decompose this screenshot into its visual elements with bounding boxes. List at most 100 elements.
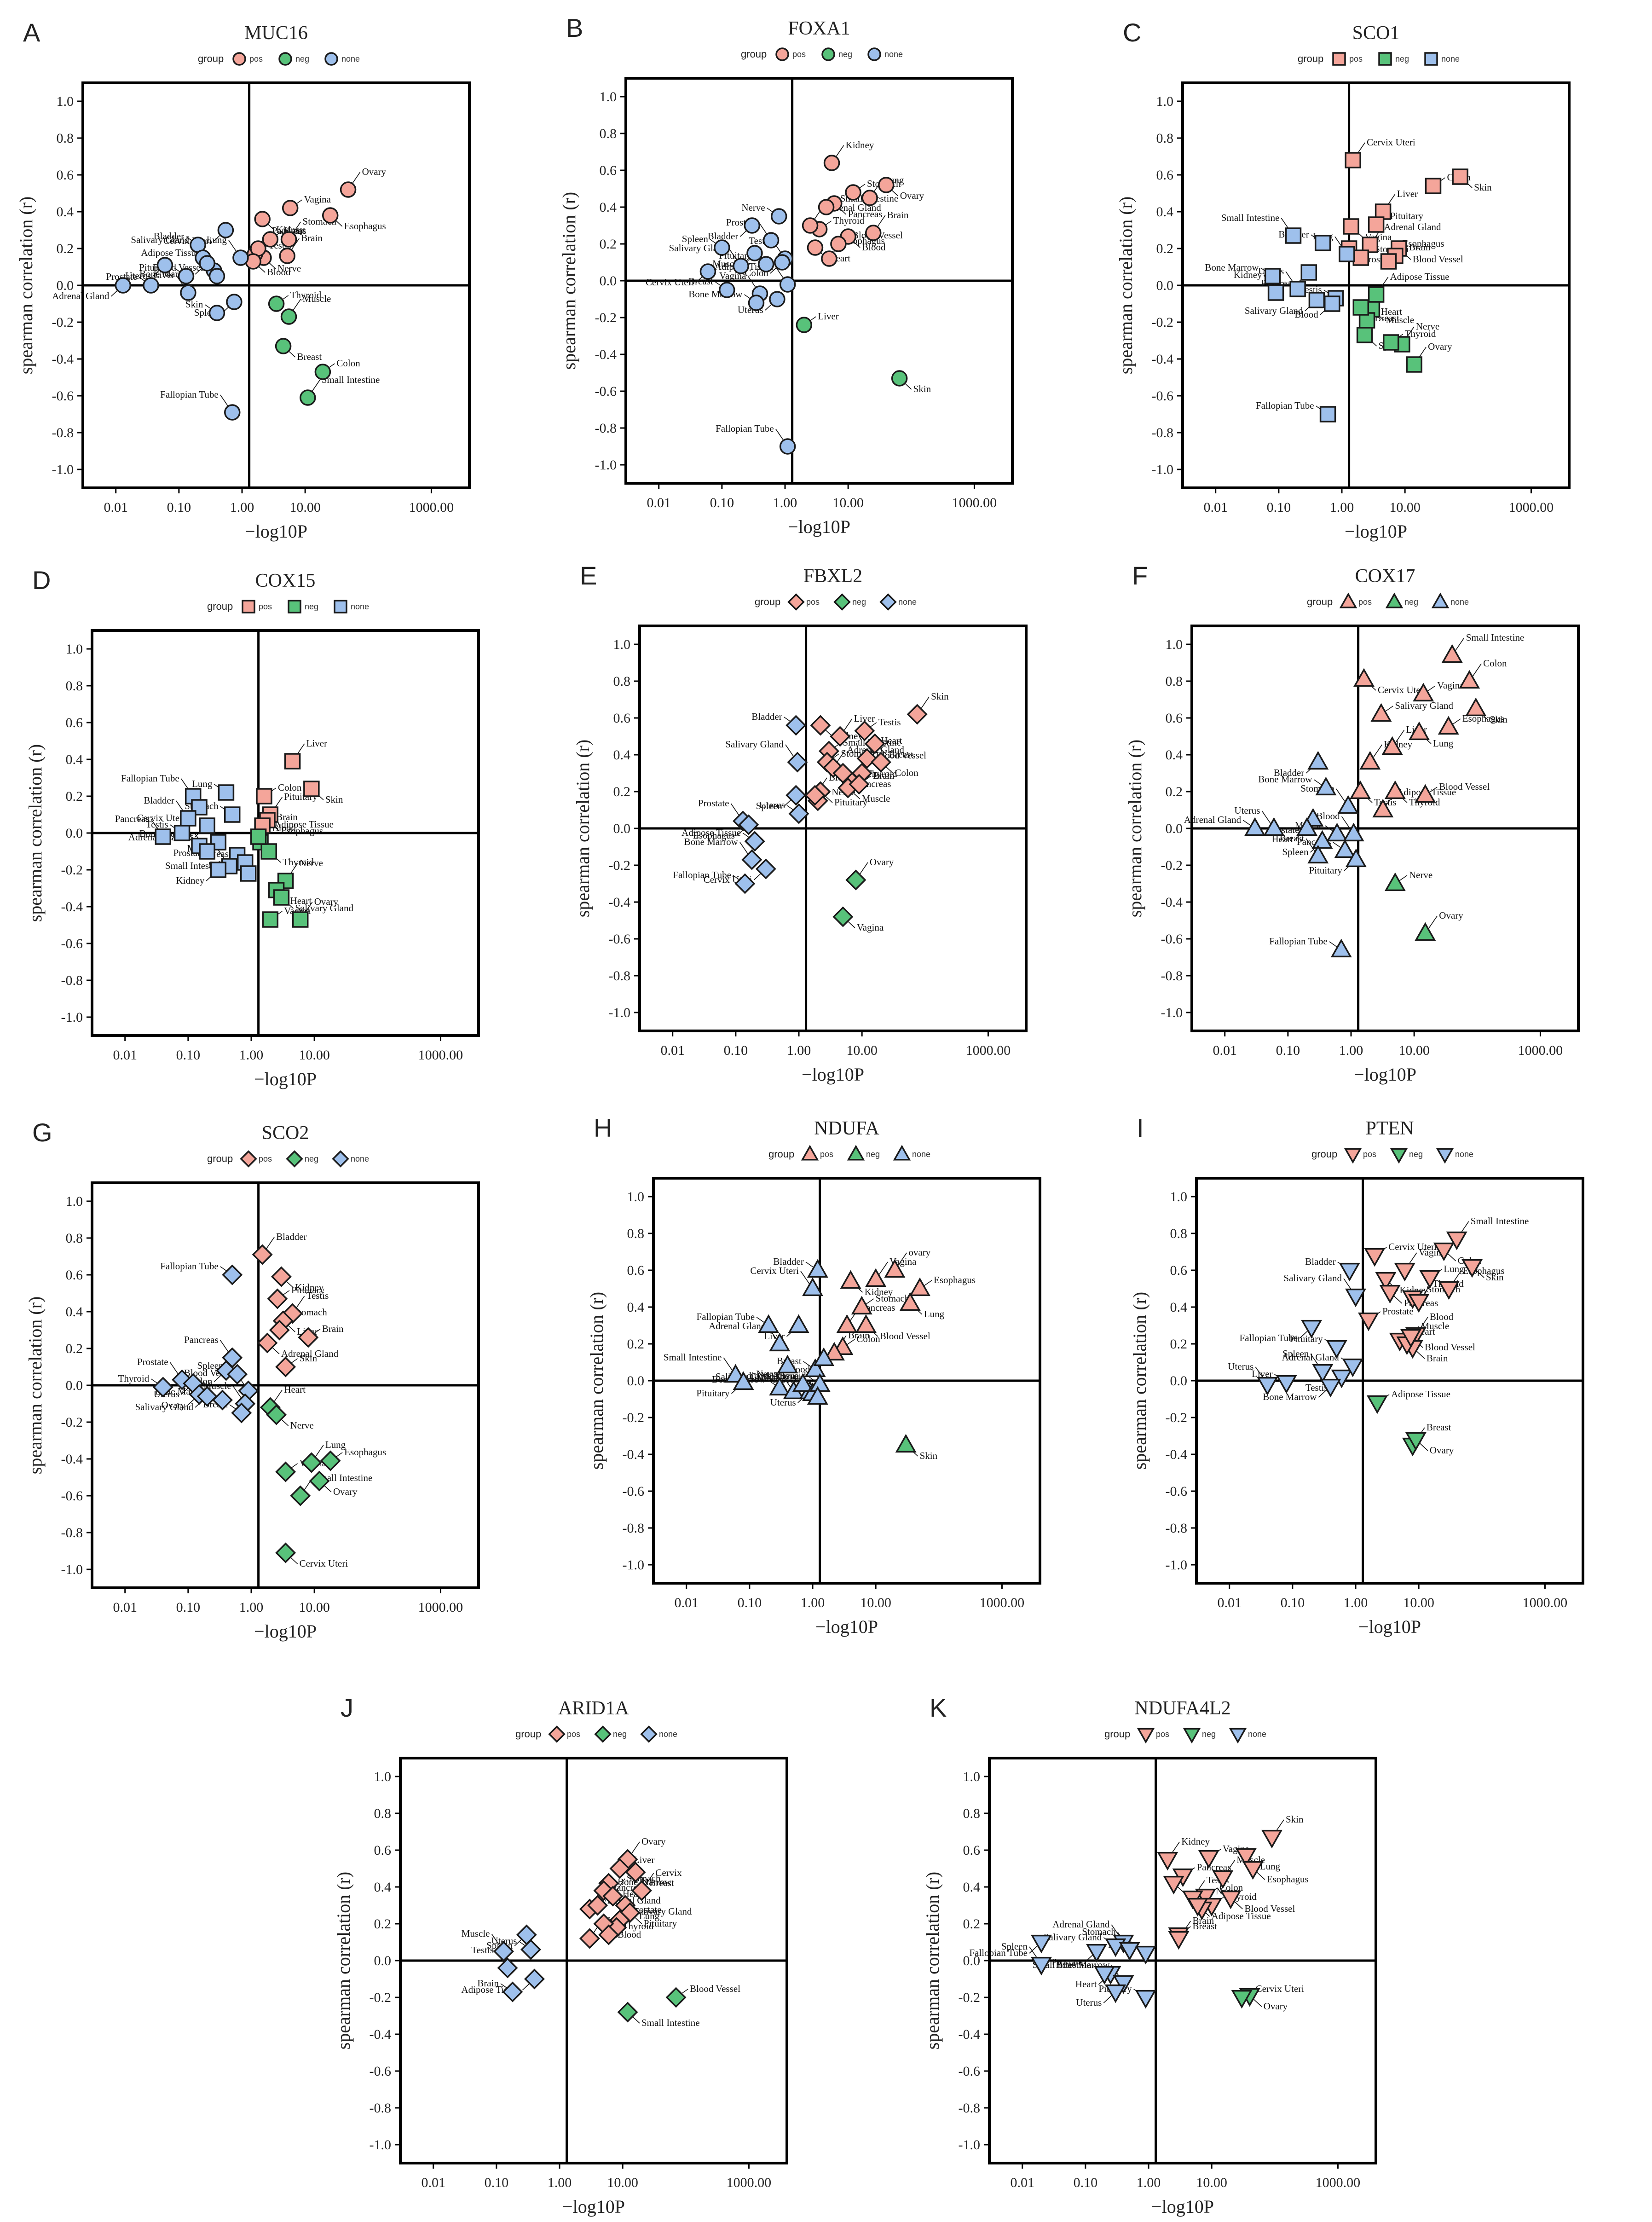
point-label: Muscle (1386, 314, 1414, 325)
data-point-pos (1343, 218, 1359, 235)
data-points: KidneyOvaryStomachLungPancreasSmall Inte… (646, 139, 931, 455)
legend-label-neg: neg (1404, 597, 1418, 607)
data-point-none (199, 255, 215, 272)
data-point-pos (864, 733, 885, 754)
y-tick-label: 0.2 (613, 784, 631, 799)
point-label: Salivary Gland (131, 234, 189, 245)
legend: group pos neg none (755, 593, 917, 611)
data-point-pos (899, 1292, 921, 1311)
data-point-none (1113, 1975, 1134, 1994)
data-point-none (774, 254, 791, 271)
y-tick-label: 0.0 (963, 1953, 981, 1968)
legend: group pos neg none (768, 1145, 930, 1161)
legend-marker-pos (1332, 52, 1346, 66)
point-label: Liver (1397, 188, 1418, 199)
panel-letter: K (930, 1693, 947, 1722)
data-point-none (217, 222, 234, 238)
point-label: Blood Vessel (1413, 254, 1463, 265)
panel-letter: H (594, 1113, 612, 1142)
legend-label-none: none (1455, 1150, 1473, 1159)
data-point-pos (284, 753, 301, 770)
data-point-none (1339, 246, 1355, 262)
data-point-none (1326, 1340, 1347, 1359)
data-point-pos (1394, 1262, 1415, 1282)
data-point-pos (579, 1928, 600, 1949)
panel-letter: G (32, 1118, 52, 1147)
data-point-neg (1382, 334, 1399, 351)
y-tick-label: 1.0 (1156, 94, 1174, 109)
point-label: Pituitary (834, 797, 868, 808)
chart-title: SCO2 (262, 1123, 309, 1144)
y-tick-label: -0.6 (609, 932, 631, 947)
data-points: LiverSkinColonPituitaryEsophagusBrainAdi… (115, 738, 353, 928)
data-point-pos (1353, 668, 1375, 687)
point-label: Bone Marrow (684, 836, 739, 847)
legend: group pos neg none (1104, 1728, 1266, 1744)
data-point-pos (1157, 1852, 1178, 1871)
y-tick-label: 0.4 (66, 752, 83, 767)
point-label: Kidney (865, 1286, 893, 1297)
data-point-pos (602, 1886, 624, 1907)
y-tick-label: 0.8 (963, 1806, 981, 1821)
data-point-pos (1235, 1848, 1257, 1867)
point-label: Nerve (756, 1368, 780, 1379)
data-point-none (1342, 1358, 1363, 1377)
point-label: Thyroid (833, 215, 865, 226)
y-tick-label: -0.2 (61, 1415, 83, 1430)
panel-i: I PTEN group pos neg none 1.0 0.8 0.6 0.4 0.2 0.0 -0… (1129, 1113, 1584, 1637)
x-tick-label: 1000.00 (980, 1595, 1025, 1610)
data-point-pos (907, 704, 928, 725)
legend-marker-pos (1137, 1728, 1155, 1744)
data-point-pos (257, 1332, 278, 1354)
y-tick-label: -0.6 (1161, 932, 1183, 947)
data-point-none (738, 814, 759, 835)
y-tick-label: -0.6 (1166, 1484, 1188, 1499)
data-point-pos (865, 225, 882, 241)
data-point-pos (267, 1288, 288, 1309)
point-label: Esophagus (1403, 238, 1444, 249)
point-label: Blood (1430, 1311, 1454, 1322)
data-point-pos (802, 217, 819, 234)
point-label: Skin (1486, 1272, 1504, 1283)
data-point-neg (665, 1987, 687, 2008)
point-label: Ovary (870, 856, 894, 868)
point-label: Ovary (1430, 1445, 1454, 1456)
point-label: Muscle (303, 293, 331, 304)
point-label: Muscle (1421, 1320, 1449, 1331)
legend-marker-neg (1390, 1148, 1408, 1164)
point-label: Cervix Uteri (646, 277, 694, 288)
y-tick-label: -0.4 (61, 899, 83, 914)
y-tick-label: 0.4 (627, 1300, 645, 1315)
legend-marker-pos (232, 52, 246, 66)
y-tick-label: 0.0 (1166, 821, 1183, 836)
y-tick-label: 0.4 (613, 747, 631, 763)
y-tick-label: 0.8 (1166, 674, 1183, 689)
y-tick-label: 0.6 (66, 1267, 83, 1283)
y-tick-label: 0.2 (600, 237, 617, 252)
data-points: OvaryEsophagusVaginaStomachKidneyHeartBr… (52, 166, 387, 421)
y-tick-label: 0.2 (627, 1337, 645, 1352)
y-tick-label: -1.0 (1161, 1005, 1183, 1020)
legend-label-pos: pos (259, 602, 272, 611)
x-tick-label: 1.00 (787, 1043, 811, 1058)
data-point-neg (895, 1434, 917, 1453)
data-point-none (755, 858, 776, 880)
y-tick-label: 0.0 (627, 1373, 645, 1389)
x-tick-label: 0.01 (660, 1043, 685, 1058)
chart-title: ARID1A (558, 1698, 630, 1719)
point-label: Bone Marrow (1258, 774, 1312, 785)
data-point-neg (1406, 356, 1422, 373)
y-tick-label: 0.6 (66, 715, 83, 730)
plot-frame (1195, 1177, 1584, 1585)
data-point-pos (1375, 1272, 1397, 1291)
point-label: Fallopian Tube (160, 389, 219, 400)
point-label: Lung (639, 1910, 660, 1921)
point-label: Small Intestine (1221, 212, 1280, 223)
y-tick-label: -0.6 (61, 936, 83, 951)
legend-marker-pos (242, 600, 255, 613)
y-tick-label: 1.0 (1170, 1189, 1188, 1204)
legend: group pos neg none (207, 1150, 369, 1168)
y-tick-label: 0.6 (627, 1263, 645, 1278)
legend-label-neg: neg (866, 1150, 880, 1159)
